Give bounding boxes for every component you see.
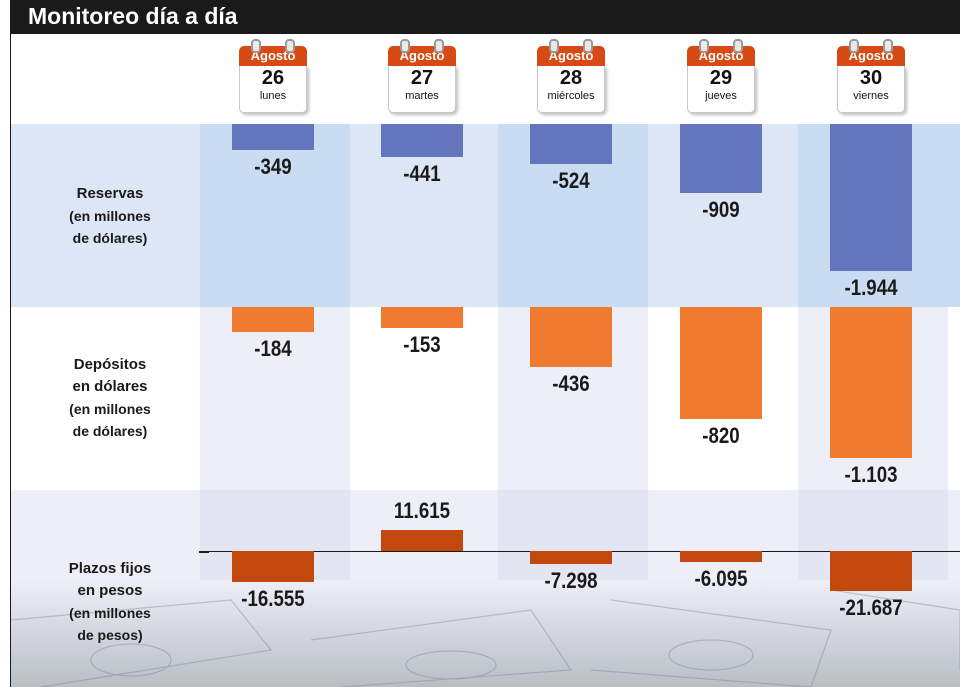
depositos-bar-28 <box>530 307 612 367</box>
calendar-ring-icon <box>251 39 261 53</box>
date-card-29: Agosto 29 jueves <box>687 39 755 114</box>
row-unit-line: (en millones <box>69 401 151 417</box>
month-label: Agosto <box>239 46 307 66</box>
reservas-value-label: -909 <box>702 196 740 222</box>
date-card-27: Agosto 27 martes <box>388 39 456 114</box>
banknotes-image <box>11 580 960 687</box>
date-card-30: Agosto 30 viernes <box>837 39 905 114</box>
calendar-ring-icon <box>699 39 709 53</box>
reservas-bar-29 <box>680 124 762 193</box>
left-margin <box>0 0 10 687</box>
plazos-value-label: -7.298 <box>544 568 598 594</box>
day-number: 30 <box>859 67 883 89</box>
plazos-bar-26 <box>232 551 314 582</box>
depositos-column-bg <box>200 307 350 490</box>
reservas-bar-26 <box>232 124 314 151</box>
calendar-page <box>239 66 307 113</box>
title-bar: Monitoreo día a día <box>10 0 960 34</box>
depositos-value-label: -1.103 <box>844 462 898 487</box>
plazos-bar-28 <box>530 551 612 565</box>
calendar-page <box>388 66 456 113</box>
row-label-2: Plazos fijos en pesos (en millones de pesos… <box>30 558 190 646</box>
weekday-label: jueves <box>705 90 737 102</box>
calendar-ring-icon <box>733 39 743 53</box>
day-number: 29 <box>709 67 733 89</box>
row-label-1: Depósitos en dólares (en millones de dólare… <box>30 354 190 442</box>
date-card-28: Agosto 28 miércoles <box>537 39 605 114</box>
plazos-value-label: -21.687 <box>839 595 903 620</box>
row-unit-line: de pesos) <box>77 627 143 643</box>
row-unit-line: (en millones <box>69 208 151 224</box>
row-title-line: en pesos <box>77 582 143 599</box>
reservas-bar-27 <box>381 124 463 158</box>
day-number: 27 <box>410 67 434 89</box>
frame-line <box>10 34 11 687</box>
depositos-bar-29 <box>680 307 762 420</box>
plazos-value-label: -16.555 <box>241 585 305 611</box>
weekday-label: miércoles <box>547 90 595 102</box>
depositos-value-label: -184 <box>254 336 292 362</box>
plazos-value-label: 11.615 <box>393 497 451 523</box>
row-title-line: Reservas <box>76 185 144 202</box>
reservas-bar-28 <box>530 124 612 164</box>
reservas-value-label: -441 <box>403 161 441 187</box>
plazos-zero-tick <box>199 551 209 553</box>
plazos-value-label: -6.095 <box>694 566 748 592</box>
plazos-bar-30 <box>830 551 912 591</box>
row-title-line: Depósitos <box>73 356 147 373</box>
row-label-0: Reservas (en millones de dólares) <box>30 183 190 249</box>
weekday-label: lunes <box>259 90 287 102</box>
reservas-value-label: -524 <box>552 167 590 193</box>
calendar-ring-icon <box>583 39 593 53</box>
row-unit-line: de dólares) <box>72 423 148 439</box>
row-title-line: en dólares <box>72 378 148 395</box>
month-label: Agosto <box>388 46 456 66</box>
row-title-line: Plazos fijos <box>68 560 152 577</box>
calendar-page <box>537 66 605 113</box>
weekday-label: viernes <box>853 90 889 102</box>
reservas-value-label: -349 <box>254 154 292 180</box>
depositos-value-label: -436 <box>552 370 590 396</box>
depositos-value-label: -820 <box>702 423 740 449</box>
plazos-bar-29 <box>680 551 762 563</box>
calendar-ring-icon <box>549 39 559 53</box>
weekday-label: martes <box>405 90 439 102</box>
day-number: 28 <box>559 67 583 89</box>
month-label: Agosto <box>837 46 905 66</box>
edge-column-bg <box>948 124 960 307</box>
calendar-ring-icon <box>285 39 295 53</box>
month-label: Agosto <box>687 46 755 66</box>
row-unit-line: (en millones <box>69 605 151 621</box>
row-unit-line: de dólares) <box>72 230 148 246</box>
day-number: 26 <box>261 67 285 89</box>
depositos-value-label: -153 <box>403 331 441 357</box>
depositos-bar-26 <box>232 307 314 333</box>
calendar-ring-icon <box>849 39 859 53</box>
page-title: Monitoreo día a día <box>28 3 238 29</box>
calendar-page <box>837 66 905 113</box>
depositos-bar-27 <box>381 307 463 328</box>
date-card-26: Agosto 26 lunes <box>239 39 307 114</box>
plazos-column-bg <box>498 490 648 580</box>
calendar-page <box>687 66 755 113</box>
month-label: Agosto <box>537 46 605 66</box>
depositos-bar-30 <box>830 307 912 458</box>
reservas-column-bg <box>200 124 350 307</box>
reservas-bar-30 <box>830 124 912 271</box>
calendar-ring-icon <box>400 39 410 53</box>
reservas-value-label: -1.944 <box>844 275 898 300</box>
calendar-ring-icon <box>883 39 893 53</box>
calendar-ring-icon <box>434 39 444 53</box>
plazos-bar-27 <box>381 529 463 551</box>
